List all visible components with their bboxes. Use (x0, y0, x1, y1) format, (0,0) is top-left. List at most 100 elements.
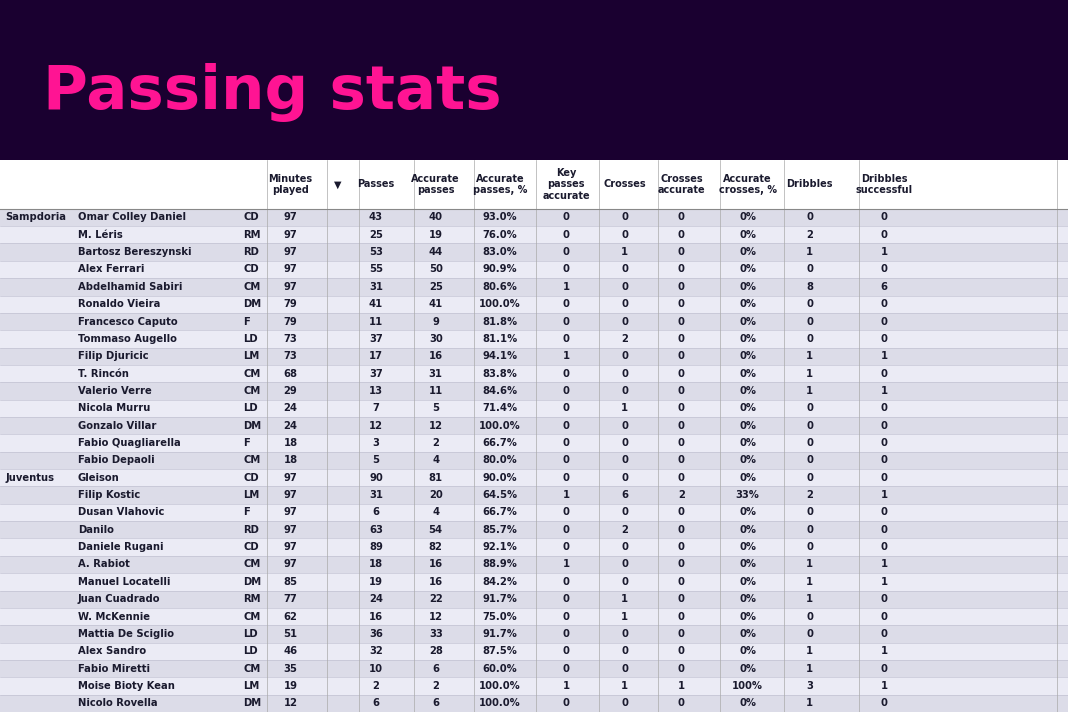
Text: 62: 62 (284, 612, 297, 622)
Text: 0: 0 (881, 212, 888, 222)
Text: 0%: 0% (739, 508, 756, 518)
Text: 94.1%: 94.1% (483, 351, 517, 361)
Text: 80.6%: 80.6% (483, 282, 517, 292)
Text: Accurate
passes: Accurate passes (411, 174, 460, 195)
Text: 0: 0 (622, 646, 628, 656)
Text: 2: 2 (806, 230, 813, 240)
Text: 0: 0 (806, 508, 813, 518)
Text: 0: 0 (622, 282, 628, 292)
Text: 0: 0 (622, 299, 628, 309)
Text: Juan Cuadrado: Juan Cuadrado (78, 595, 160, 604)
Text: 91.7%: 91.7% (483, 595, 517, 604)
Text: Tommaso Augello: Tommaso Augello (78, 334, 177, 344)
Bar (0, 434, 1068, 451)
Text: 0%: 0% (739, 317, 756, 327)
Text: 0: 0 (806, 525, 813, 535)
Text: 0: 0 (678, 525, 685, 535)
Text: 0: 0 (563, 369, 569, 379)
Text: 16: 16 (428, 577, 443, 587)
Text: 97: 97 (284, 212, 297, 222)
Text: 0: 0 (622, 542, 628, 552)
Text: 0: 0 (881, 542, 888, 552)
Text: 37: 37 (370, 369, 382, 379)
Text: 100.0%: 100.0% (478, 421, 521, 431)
Text: 97: 97 (284, 542, 297, 552)
Text: 0: 0 (678, 317, 685, 327)
Text: 0: 0 (622, 212, 628, 222)
Text: Gonzalo Villar: Gonzalo Villar (78, 421, 156, 431)
Bar (0, 504, 1068, 521)
Text: 2: 2 (433, 438, 439, 448)
Text: 41: 41 (428, 299, 443, 309)
Text: 31: 31 (368, 282, 383, 292)
Text: 0: 0 (806, 264, 813, 275)
Text: 12: 12 (283, 698, 298, 708)
Text: Ronaldo Vieira: Ronaldo Vieira (78, 299, 160, 309)
Text: 81.8%: 81.8% (483, 317, 517, 327)
Bar (0, 573, 1068, 590)
Text: 0: 0 (563, 612, 569, 622)
Text: 1: 1 (806, 664, 813, 674)
Text: 0%: 0% (739, 438, 756, 448)
Text: LM: LM (244, 351, 260, 361)
Text: 33: 33 (429, 629, 442, 639)
Text: 0: 0 (678, 247, 685, 257)
Text: LM: LM (244, 490, 260, 500)
Text: 0%: 0% (739, 525, 756, 535)
Bar (0, 244, 1068, 261)
Text: 0: 0 (806, 473, 813, 483)
Text: 4: 4 (433, 508, 439, 518)
Text: 0: 0 (881, 317, 888, 327)
Text: 0%: 0% (739, 595, 756, 604)
Text: 0: 0 (678, 386, 685, 396)
Bar (0, 226, 1068, 244)
Text: 0: 0 (678, 212, 685, 222)
Text: 11: 11 (428, 386, 443, 396)
Text: 29: 29 (284, 386, 297, 396)
Text: Alex Sandro: Alex Sandro (78, 646, 146, 656)
Bar (0, 590, 1068, 608)
Text: 9: 9 (433, 317, 439, 327)
Text: 0: 0 (563, 299, 569, 309)
Text: 0%: 0% (739, 698, 756, 708)
Text: 66.7%: 66.7% (483, 508, 517, 518)
Text: 0: 0 (806, 212, 813, 222)
Text: 0: 0 (563, 386, 569, 396)
Text: 19: 19 (368, 577, 383, 587)
Text: 1: 1 (881, 646, 888, 656)
Text: 0: 0 (806, 629, 813, 639)
Bar (0, 608, 1068, 625)
Text: 0: 0 (678, 456, 685, 466)
Text: LD: LD (244, 629, 258, 639)
Text: Mattia De Sciglio: Mattia De Sciglio (78, 629, 174, 639)
Text: Daniele Rugani: Daniele Rugani (78, 542, 163, 552)
Text: Accurate
passes, %: Accurate passes, % (473, 174, 527, 195)
Text: 0: 0 (622, 577, 628, 587)
Text: 0: 0 (678, 629, 685, 639)
Text: Moise Bioty Kean: Moise Bioty Kean (78, 681, 175, 691)
Text: CM: CM (244, 386, 261, 396)
Text: 0: 0 (881, 612, 888, 622)
Text: 0: 0 (678, 612, 685, 622)
Text: Omar Colley Daniel: Omar Colley Daniel (78, 212, 186, 222)
Text: 0: 0 (881, 421, 888, 431)
Text: 77: 77 (284, 595, 297, 604)
Text: 0: 0 (678, 264, 685, 275)
Text: 0: 0 (563, 664, 569, 674)
Text: LD: LD (244, 403, 258, 414)
Text: Nicola Murru: Nicola Murru (78, 403, 151, 414)
Text: 0%: 0% (739, 299, 756, 309)
Text: 17: 17 (368, 351, 383, 361)
Text: Passes: Passes (358, 179, 394, 189)
Text: 31: 31 (428, 369, 443, 379)
Text: 79: 79 (284, 299, 297, 309)
Text: 97: 97 (284, 525, 297, 535)
Text: 0: 0 (622, 508, 628, 518)
Text: 0: 0 (563, 334, 569, 344)
Text: Filip Kostic: Filip Kostic (78, 490, 140, 500)
Text: 0: 0 (806, 317, 813, 327)
Text: 0: 0 (678, 334, 685, 344)
Text: 1: 1 (806, 595, 813, 604)
Text: 0: 0 (881, 369, 888, 379)
Text: 0: 0 (563, 698, 569, 708)
